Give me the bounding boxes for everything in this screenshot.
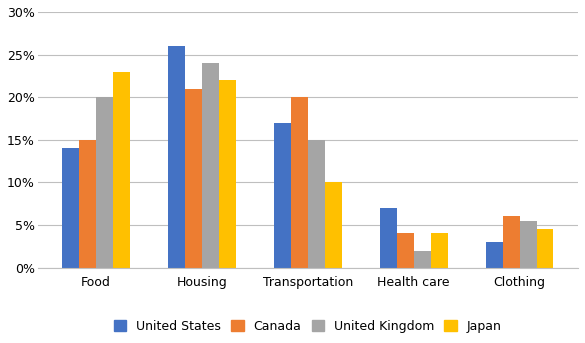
Legend: United States, Canada, United Kingdom, Japan: United States, Canada, United Kingdom, J…	[114, 320, 502, 333]
Bar	[414, 250, 431, 268]
Bar	[219, 80, 236, 268]
Bar	[291, 97, 308, 268]
Bar	[380, 208, 397, 268]
Bar	[79, 140, 96, 268]
Bar	[202, 63, 219, 268]
Bar	[519, 221, 536, 268]
Bar	[486, 242, 503, 268]
Bar	[397, 234, 414, 268]
Bar	[536, 229, 553, 268]
Bar	[62, 148, 79, 268]
Bar	[113, 72, 130, 268]
Bar	[503, 216, 519, 268]
Bar	[431, 234, 448, 268]
Bar	[308, 140, 325, 268]
Bar	[274, 123, 291, 268]
Bar	[325, 182, 342, 268]
Bar	[185, 88, 202, 268]
Bar	[168, 46, 185, 268]
Bar	[96, 97, 113, 268]
